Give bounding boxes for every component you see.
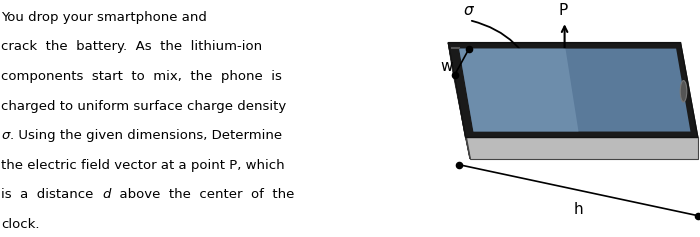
Text: You drop your smartphone and: You drop your smartphone and bbox=[1, 11, 207, 24]
Point bbox=[449, 73, 461, 77]
Ellipse shape bbox=[680, 81, 687, 102]
Polygon shape bbox=[448, 43, 698, 137]
Polygon shape bbox=[448, 43, 698, 137]
Text: crack  the  battery.  As  the  lithium-ion: crack the battery. As the lithium-ion bbox=[1, 40, 262, 53]
Polygon shape bbox=[466, 137, 698, 159]
Text: d: d bbox=[102, 188, 111, 201]
Point bbox=[463, 47, 475, 50]
Point bbox=[692, 214, 700, 218]
Text: w: w bbox=[440, 59, 452, 74]
Polygon shape bbox=[448, 43, 470, 159]
Text: above  the  center  of  the: above the center of the bbox=[111, 188, 294, 201]
Text: σ: σ bbox=[1, 129, 10, 142]
Text: is  a  distance: is a distance bbox=[1, 188, 102, 201]
Point bbox=[454, 163, 465, 167]
Text: components  start  to  mix,  the  phone  is: components start to mix, the phone is bbox=[1, 70, 282, 83]
Text: h: h bbox=[574, 202, 583, 217]
Text: clock.: clock. bbox=[1, 218, 40, 231]
Text: P: P bbox=[559, 3, 568, 18]
Text: charged to uniform surface charge density: charged to uniform surface charge densit… bbox=[1, 100, 286, 113]
Polygon shape bbox=[459, 49, 690, 132]
Text: . Using the given dimensions, Determine: . Using the given dimensions, Determine bbox=[10, 129, 282, 142]
Text: the electric field vector at a point P, which: the electric field vector at a point P, … bbox=[1, 159, 285, 172]
Text: $\sigma$: $\sigma$ bbox=[463, 3, 475, 18]
Polygon shape bbox=[459, 49, 578, 132]
